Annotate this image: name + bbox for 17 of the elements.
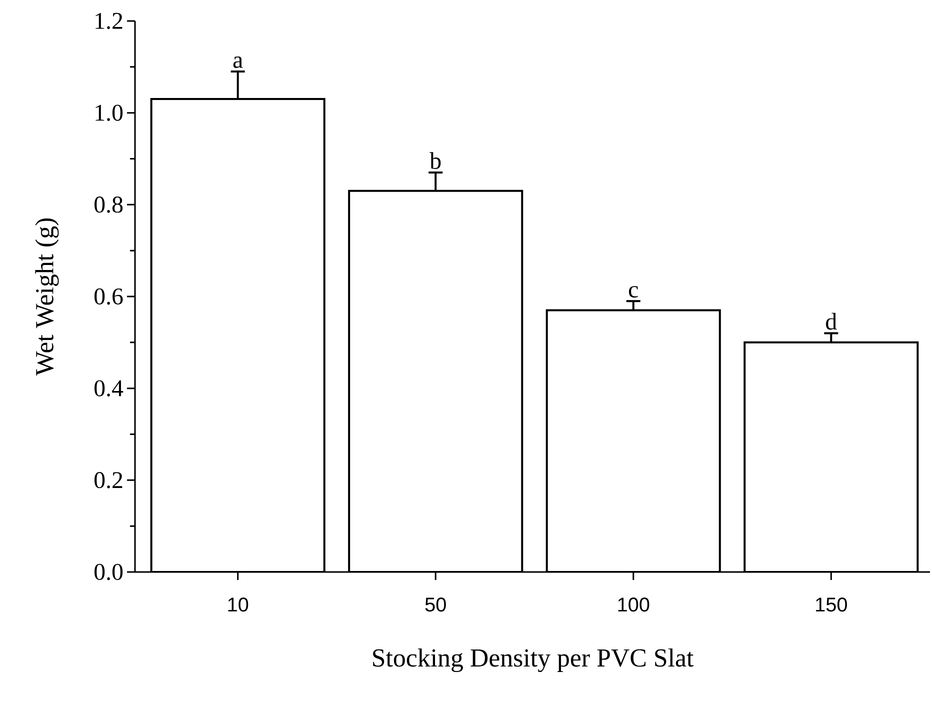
annotation: a bbox=[233, 56, 243, 68]
annotation: c bbox=[628, 286, 638, 298]
annotation: d bbox=[826, 312, 837, 330]
y-tick-label: 0.2 bbox=[94, 472, 122, 488]
x-axis-title: Stocking Density per PVC Slat bbox=[373, 648, 694, 672]
x-tick-label: 50 bbox=[425, 598, 446, 612]
y-tick-label: 0.6 bbox=[94, 288, 123, 305]
y-tick-label: 1.2 bbox=[96, 12, 122, 30]
annotation: b bbox=[430, 152, 441, 169]
x-tick-label: 150 bbox=[816, 598, 847, 612]
x-tick-label: 10 bbox=[228, 598, 248, 612]
y-tick-label: 0.0 bbox=[94, 564, 123, 580]
y-tick-label: 0.4 bbox=[94, 380, 124, 396]
x-tick-label: 100 bbox=[618, 598, 650, 612]
y-axis-title: Wet Weight (g) bbox=[35, 218, 59, 376]
y-tick-label: 1.0 bbox=[96, 104, 123, 121]
y-tick-label: 0.8 bbox=[94, 196, 123, 213]
